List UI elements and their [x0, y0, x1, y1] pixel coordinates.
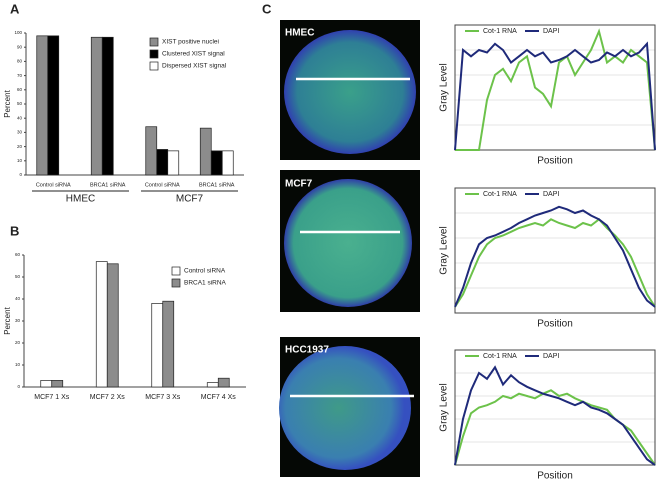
profile-line	[454, 365, 656, 466]
legend-label: Cot-1 RNA	[483, 28, 517, 35]
group-label: HMEC	[66, 194, 95, 205]
image-label: MCF7	[285, 179, 313, 190]
x-axis-label: Position	[537, 156, 573, 167]
y-tick-label: 10	[15, 362, 21, 367]
x-tick-label: Control siRNA	[145, 182, 180, 188]
bar	[151, 303, 164, 388]
profile-line	[455, 28, 656, 151]
x-tick-label: MCF7 1 Xs	[34, 394, 70, 401]
nucleus	[284, 30, 416, 154]
y-tick-label: 50	[17, 101, 23, 106]
legend-swatch	[149, 61, 159, 71]
legend-label: DAPI	[543, 191, 559, 198]
legend-label: Clustered XIST signal	[162, 51, 225, 58]
y-tick-label: 60	[15, 252, 21, 257]
y-axis-label: Gray Level	[439, 383, 450, 431]
legend-swatch	[149, 49, 159, 59]
group-label: MCF7	[176, 194, 204, 205]
plot-frame	[454, 349, 656, 466]
bar	[95, 261, 108, 388]
legend-label: DAPI	[543, 28, 559, 35]
x-tick-label: Control siRNA	[36, 182, 71, 188]
legend-swatch	[171, 266, 181, 276]
y-axis-label: Percent	[3, 306, 12, 334]
bar	[162, 300, 175, 388]
legend-label: Control siRNA	[184, 268, 226, 275]
bar	[47, 35, 60, 176]
profile-line	[454, 41, 656, 151]
legend-swatch	[171, 278, 181, 288]
nucleus	[279, 346, 411, 470]
y-tick-label: 0	[17, 384, 20, 389]
y-tick-label: 30	[15, 318, 21, 323]
legend-label: DAPI	[543, 353, 559, 360]
bar	[210, 150, 223, 176]
y-tick-label: 70	[17, 73, 23, 78]
x-tick-label: MCF7 3 Xs	[145, 394, 181, 401]
bar	[217, 377, 230, 388]
y-tick-label: 0	[19, 172, 22, 177]
legend-label: BRCA1 siRNA	[184, 280, 227, 287]
bar	[221, 150, 234, 176]
panel-label: A	[10, 1, 20, 16]
legend-label: Cot-1 RNA	[483, 191, 517, 198]
bar	[156, 149, 169, 176]
y-tick-label: 30	[17, 130, 23, 135]
y-tick-label: 20	[15, 340, 21, 345]
x-tick-label: MCF7 2 Xs	[90, 394, 126, 401]
image-label: HMEC	[285, 28, 314, 39]
x-axis-label: Position	[537, 319, 573, 330]
y-tick-label: 10	[17, 158, 23, 163]
y-tick-label: 100	[14, 30, 22, 35]
bar	[206, 382, 219, 388]
bar	[167, 150, 180, 176]
legend-label: Dispersed XIST signal	[162, 63, 227, 70]
bar	[101, 36, 114, 176]
legend-label: XIST positive nuclei	[162, 39, 219, 46]
nucleus	[284, 179, 412, 307]
bar	[145, 126, 158, 176]
panel-label: C	[262, 1, 272, 16]
x-axis-label: Position	[537, 471, 573, 482]
y-tick-label: 40	[15, 296, 21, 301]
legend-label: Cot-1 RNA	[483, 353, 517, 360]
y-tick-label: 80	[17, 59, 23, 64]
x-tick-label: MCF7 4 Xs	[201, 394, 237, 401]
y-tick-label: 40	[17, 115, 23, 120]
x-tick-label: BRCA1 siRNA	[90, 182, 126, 188]
bar	[199, 127, 212, 176]
bar	[51, 380, 64, 388]
y-axis-label: Gray Level	[439, 63, 450, 111]
panel-label: B	[10, 223, 19, 238]
y-axis-label: Percent	[3, 89, 12, 117]
y-axis-label: Gray Level	[439, 226, 450, 274]
y-tick-label: 60	[17, 87, 23, 92]
plot-frame	[454, 187, 656, 314]
bar	[40, 380, 53, 388]
bar	[36, 35, 49, 176]
y-tick-label: 20	[17, 144, 23, 149]
x-tick-label: BRCA1 siRNA	[199, 182, 235, 188]
legend-swatch	[149, 37, 159, 47]
bar	[106, 263, 119, 388]
image-label: HCC1937	[285, 345, 329, 356]
bar	[90, 36, 103, 176]
y-tick-label: 50	[15, 274, 21, 279]
plot-frame	[454, 24, 656, 151]
profile-line	[454, 205, 656, 308]
profile-line	[454, 217, 656, 308]
y-tick-label: 90	[17, 44, 23, 49]
